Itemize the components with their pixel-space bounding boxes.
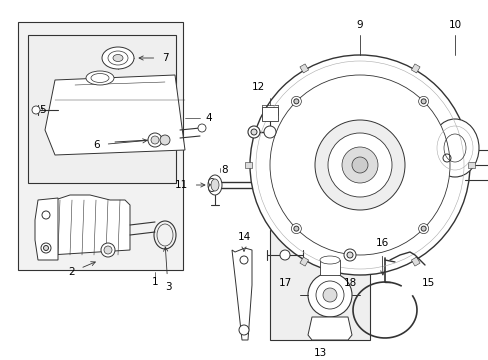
Circle shape: [341, 147, 377, 183]
Ellipse shape: [91, 73, 109, 82]
Circle shape: [418, 96, 428, 106]
Circle shape: [208, 179, 215, 185]
Circle shape: [293, 99, 298, 104]
Circle shape: [291, 224, 301, 234]
Circle shape: [307, 273, 351, 317]
Circle shape: [291, 96, 301, 106]
Bar: [319, 260, 339, 275]
Circle shape: [41, 243, 51, 253]
Ellipse shape: [86, 71, 114, 85]
Circle shape: [247, 126, 260, 138]
Circle shape: [239, 325, 248, 335]
Text: 9: 9: [356, 20, 363, 30]
Circle shape: [323, 288, 336, 302]
Text: 17: 17: [278, 278, 291, 288]
Bar: [262, 107, 278, 121]
Bar: [28, 35, 176, 183]
Circle shape: [101, 243, 115, 257]
Circle shape: [269, 75, 449, 255]
Polygon shape: [35, 198, 58, 260]
Polygon shape: [45, 75, 184, 155]
Bar: [269, 230, 369, 340]
Polygon shape: [231, 248, 251, 340]
Ellipse shape: [210, 179, 219, 191]
Text: 13: 13: [313, 348, 326, 358]
Text: 15: 15: [421, 278, 434, 288]
Circle shape: [418, 224, 428, 234]
Circle shape: [346, 252, 352, 258]
Ellipse shape: [430, 119, 478, 177]
Text: 5: 5: [39, 105, 45, 115]
Circle shape: [104, 246, 112, 254]
Circle shape: [151, 136, 159, 144]
Text: 8: 8: [221, 165, 228, 175]
Text: 10: 10: [447, 20, 461, 30]
Circle shape: [160, 135, 170, 145]
Circle shape: [240, 256, 247, 264]
Ellipse shape: [113, 54, 123, 62]
Circle shape: [309, 185, 315, 191]
Circle shape: [250, 129, 257, 135]
Circle shape: [420, 99, 425, 104]
Polygon shape: [299, 64, 308, 73]
Polygon shape: [307, 317, 351, 340]
Circle shape: [293, 226, 298, 231]
Bar: [18, 22, 183, 270]
Circle shape: [148, 133, 162, 147]
Circle shape: [343, 249, 355, 261]
Polygon shape: [410, 257, 419, 266]
Text: 3: 3: [163, 247, 171, 292]
Polygon shape: [467, 162, 474, 168]
Polygon shape: [50, 195, 130, 255]
Circle shape: [264, 126, 275, 138]
Text: 14: 14: [237, 232, 250, 251]
Ellipse shape: [207, 175, 222, 195]
Circle shape: [314, 179, 320, 185]
Ellipse shape: [108, 51, 128, 65]
Ellipse shape: [319, 256, 339, 264]
Text: 6: 6: [93, 139, 146, 150]
Circle shape: [249, 55, 469, 275]
Circle shape: [43, 246, 48, 251]
Circle shape: [32, 106, 40, 114]
Ellipse shape: [102, 47, 134, 69]
Text: 7: 7: [139, 53, 168, 63]
Text: 18: 18: [343, 278, 356, 288]
Circle shape: [280, 250, 289, 260]
Text: 16: 16: [375, 238, 388, 275]
Circle shape: [314, 120, 404, 210]
Polygon shape: [299, 257, 308, 266]
Circle shape: [42, 211, 50, 219]
Polygon shape: [410, 64, 419, 73]
Text: 11: 11: [174, 180, 204, 190]
Text: 1: 1: [151, 277, 158, 287]
Text: 12: 12: [251, 82, 264, 92]
Polygon shape: [244, 162, 251, 168]
Text: 2: 2: [68, 262, 95, 277]
Text: 4: 4: [204, 113, 211, 123]
Circle shape: [315, 281, 343, 309]
Circle shape: [327, 133, 391, 197]
Circle shape: [420, 226, 425, 231]
Circle shape: [351, 157, 367, 173]
Circle shape: [208, 184, 215, 192]
Circle shape: [198, 124, 205, 132]
